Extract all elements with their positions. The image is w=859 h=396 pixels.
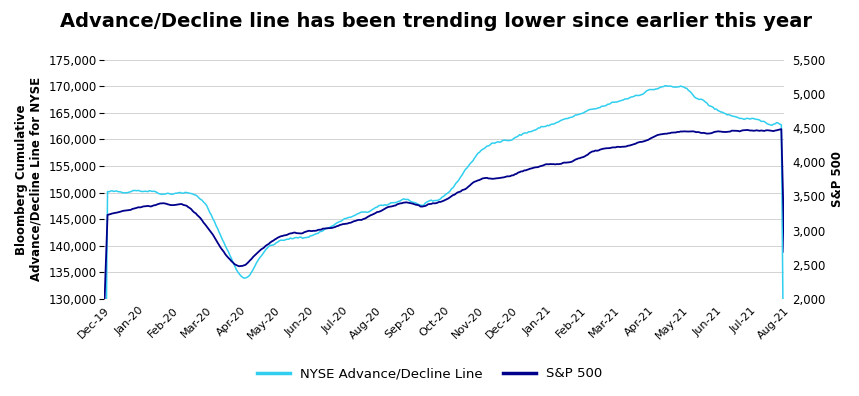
Text: Advance/Decline line has been trending lower since earlier this year: Advance/Decline line has been trending l… [60,12,812,31]
Y-axis label: S&P 500: S&P 500 [831,151,844,208]
Legend: NYSE Advance/Decline Line, S&P 500: NYSE Advance/Decline Line, S&P 500 [252,362,607,385]
Y-axis label: Bloomberg Cumulative
Advance/Decline Line for NYSE: Bloomberg Cumulative Advance/Decline Lin… [15,77,43,282]
